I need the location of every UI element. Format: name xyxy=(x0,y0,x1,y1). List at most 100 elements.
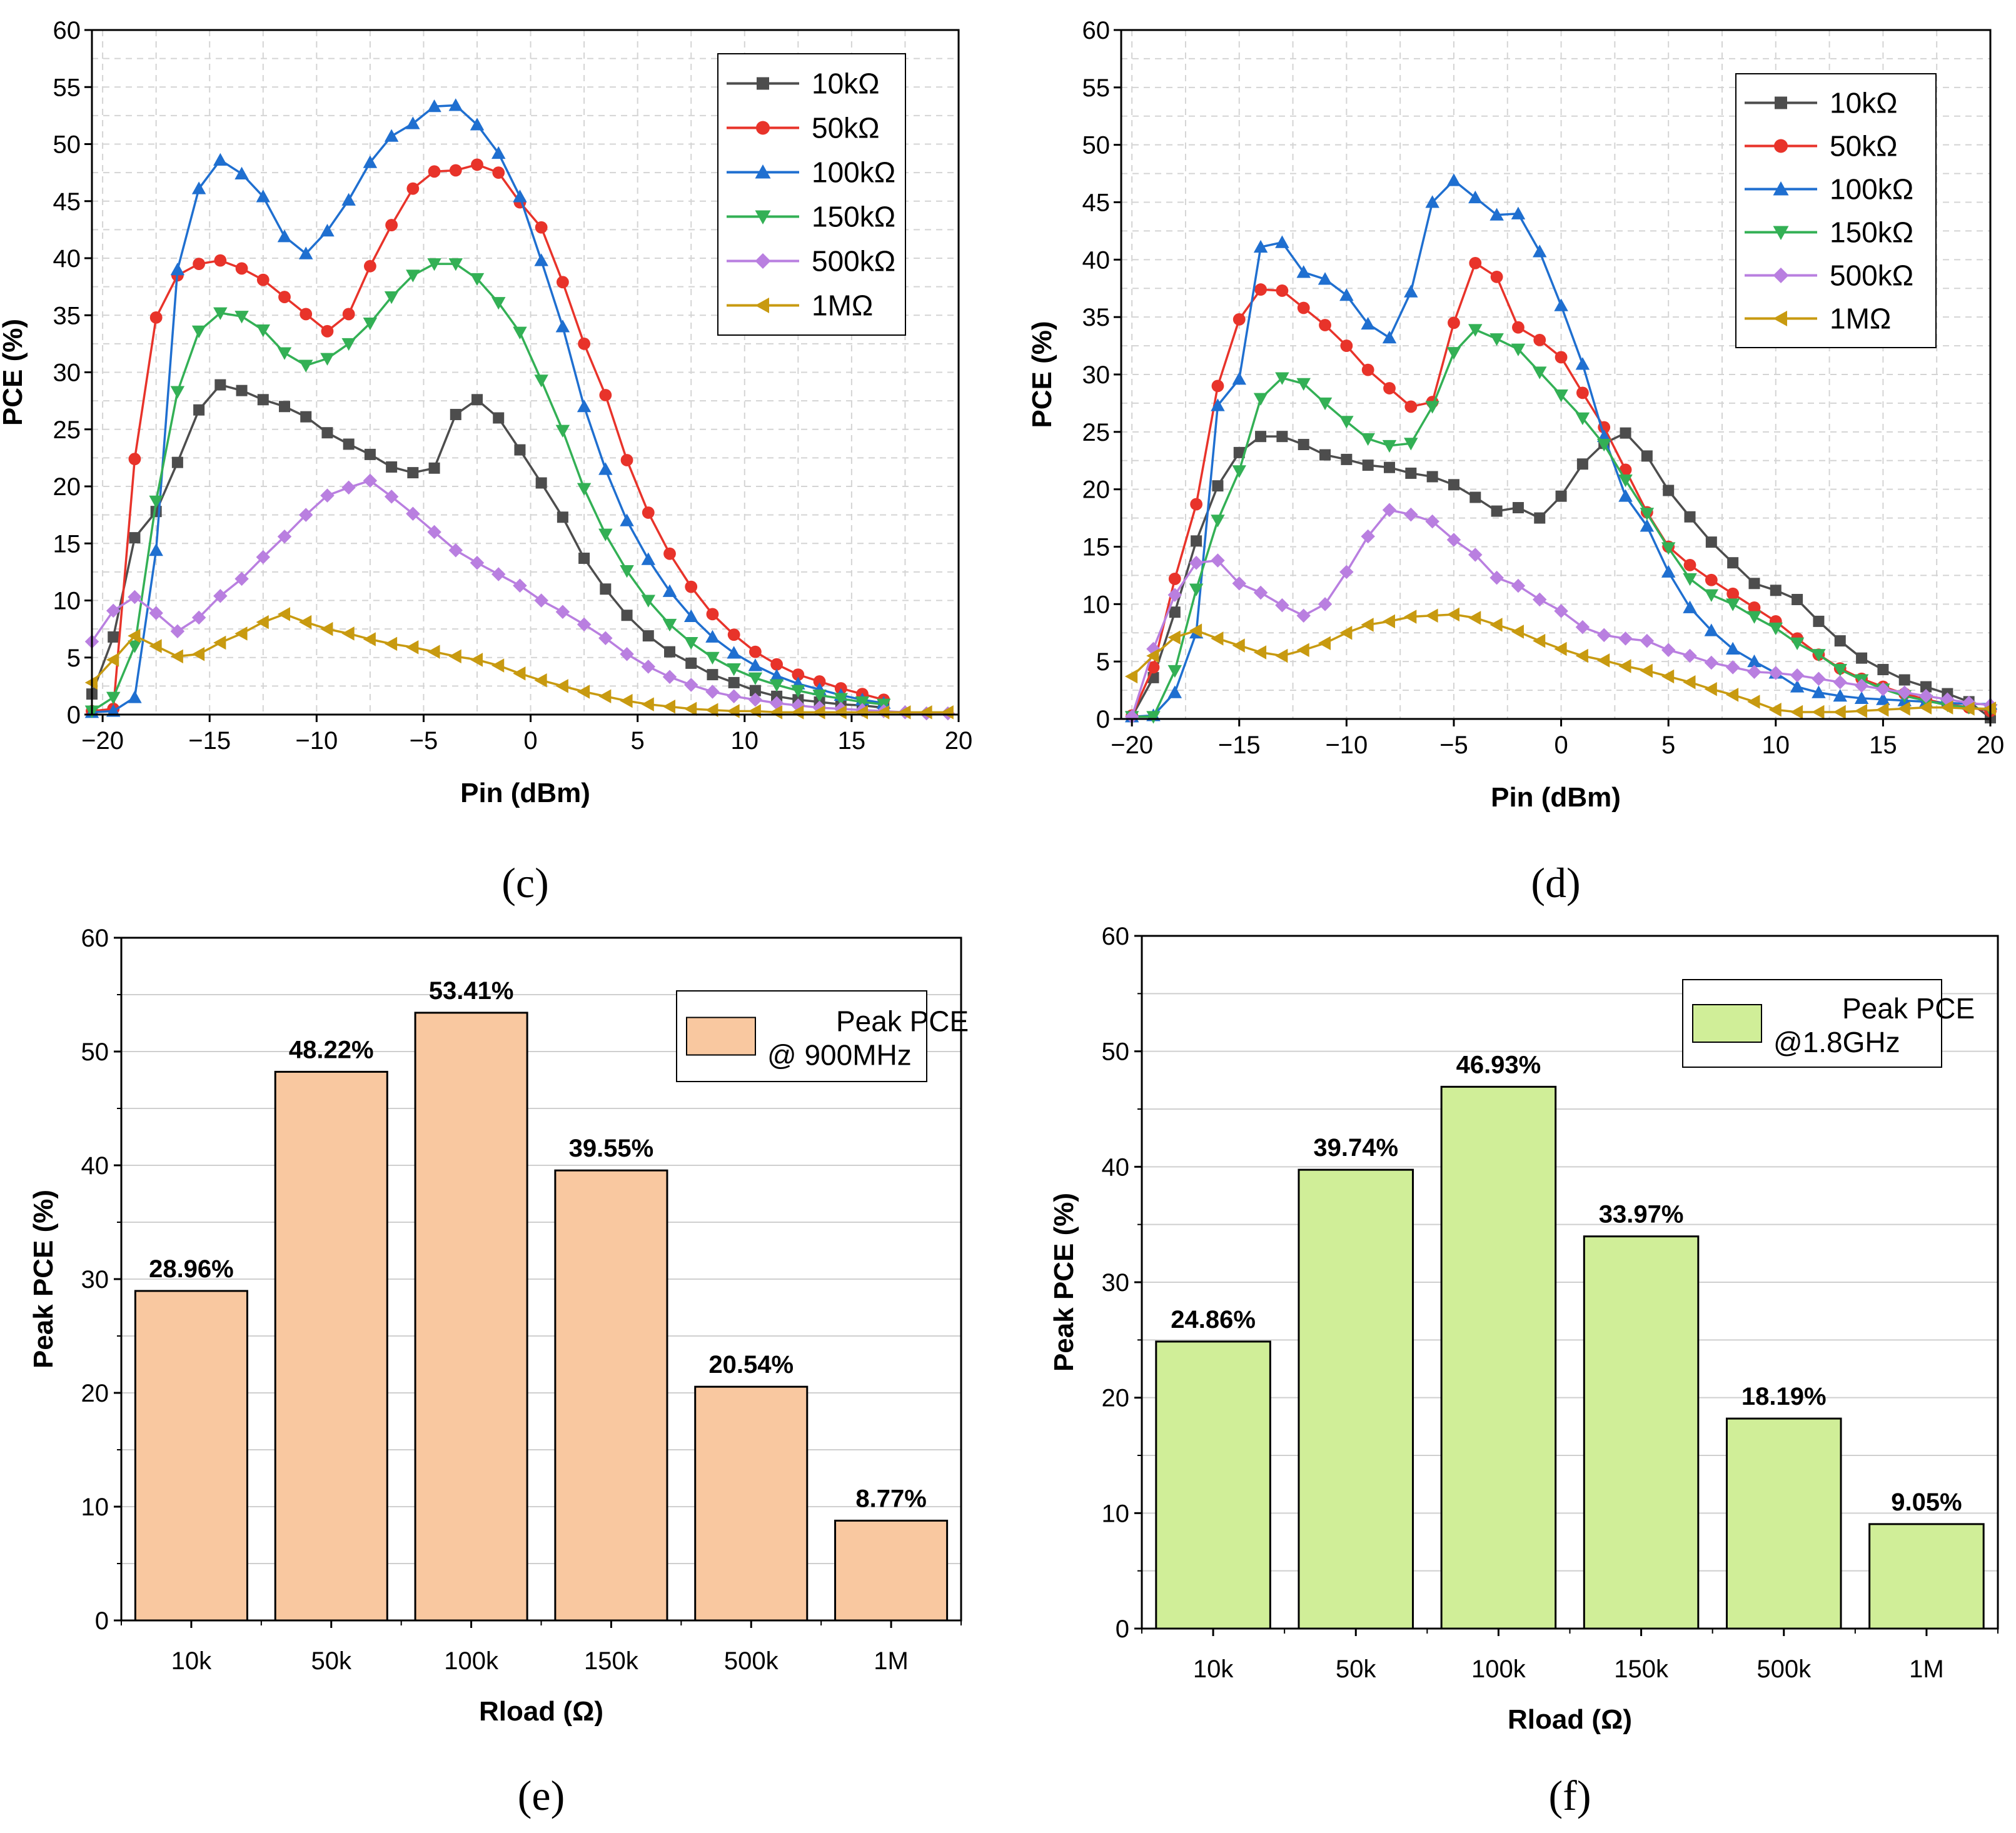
data-point-150k xyxy=(128,640,142,653)
data-point-100k xyxy=(1725,641,1740,655)
x-tick-label: −15 xyxy=(188,727,231,755)
data-point-150k xyxy=(363,318,378,331)
x-tick-label: 10k xyxy=(1193,1655,1234,1683)
data-point-500k xyxy=(234,571,249,586)
data-point-50k xyxy=(235,262,248,275)
data-point-150k xyxy=(1211,515,1225,528)
y-axis-title: Peak PCE (%) xyxy=(1049,1193,1079,1372)
data-point-1M xyxy=(1511,625,1524,639)
y-tick-label: 30 xyxy=(1082,361,1111,389)
data-point-500k xyxy=(384,490,399,504)
data-point-500k xyxy=(1468,548,1483,562)
data-point-150k xyxy=(341,338,356,351)
data-point-500k xyxy=(470,556,485,570)
legend-label-line1: Peak PCE xyxy=(1842,992,1975,1025)
data-point-100k xyxy=(1575,357,1590,370)
x-tick-label: 500k xyxy=(1756,1655,1812,1683)
data-point-50k xyxy=(214,254,227,267)
data-point-50k xyxy=(792,668,805,681)
data-point-50k xyxy=(406,182,420,195)
data-point-150k xyxy=(106,691,121,705)
data-point-150k xyxy=(1275,372,1289,385)
data-point-50k xyxy=(1168,573,1181,585)
data-point-500k xyxy=(1318,597,1333,611)
data-point-50k xyxy=(748,645,762,658)
series-150k xyxy=(84,258,891,718)
y-tick-label: 60 xyxy=(53,17,81,44)
data-point-100k xyxy=(662,584,677,597)
x-tick-label: 15 xyxy=(1869,731,1897,759)
bar-data-label: 28.96% xyxy=(149,1255,234,1283)
legend-marker-500k xyxy=(755,253,771,269)
data-point-500k xyxy=(213,588,228,603)
y-tick-label: 55 xyxy=(53,74,81,101)
x-tick-label: 150k xyxy=(1614,1655,1669,1683)
data-point-500k xyxy=(1167,588,1182,602)
bar-1M xyxy=(834,1519,949,1622)
data-point-50k xyxy=(1319,319,1331,331)
data-point-10k xyxy=(108,631,119,643)
data-point-100k xyxy=(406,116,420,129)
data-point-150k xyxy=(1618,474,1633,488)
x-tick-label: −5 xyxy=(410,727,438,755)
data-point-10k xyxy=(428,462,440,474)
data-point-10k xyxy=(1169,606,1181,618)
data-point-50k xyxy=(535,221,548,234)
data-point-1M xyxy=(641,697,654,711)
data-point-150k xyxy=(1382,439,1397,453)
data-point-100k xyxy=(1425,195,1439,208)
y-tick-label: 20 xyxy=(1082,476,1111,504)
data-point-500k xyxy=(1296,608,1311,623)
data-point-500k xyxy=(1404,507,1418,522)
data-point-1M xyxy=(1211,631,1224,646)
data-point-1M xyxy=(1683,675,1696,690)
data-point-1M xyxy=(1725,688,1739,702)
data-point-50k xyxy=(1576,386,1589,399)
data-point-500k xyxy=(1790,668,1805,683)
data-point-150k xyxy=(1533,366,1547,379)
data-point-100k xyxy=(769,668,784,681)
y-tick-label: 15 xyxy=(1082,534,1111,561)
data-point-100k xyxy=(149,543,163,556)
data-point-100k xyxy=(1318,272,1333,285)
data-point-100k xyxy=(727,646,741,659)
y-tick-label: 50 xyxy=(1082,132,1111,159)
data-point-500k xyxy=(1768,666,1783,680)
data-point-10k xyxy=(1319,449,1331,461)
data-point-1M xyxy=(1124,669,1138,684)
y-tick-label: 20 xyxy=(81,1380,109,1407)
data-point-100k xyxy=(1640,519,1655,532)
legend: 10kΩ 50kΩ 100kΩ 150kΩ 500kΩ 1MΩ xyxy=(1735,73,1937,348)
data-point-150k xyxy=(234,311,249,324)
data-point-150k xyxy=(1833,664,1848,677)
data-point-10k xyxy=(1555,490,1567,502)
data-point-1M xyxy=(598,689,612,704)
legend-label-500k: 500kΩ xyxy=(1830,259,1913,292)
bar-100k xyxy=(1440,1085,1557,1630)
data-point-50k xyxy=(727,628,740,641)
data-point-50k xyxy=(492,166,505,179)
x-tick-label: 1M xyxy=(874,1647,909,1675)
data-point-10k xyxy=(1748,578,1760,590)
data-point-1M xyxy=(427,645,440,659)
data-point-1M xyxy=(1468,611,1481,625)
y-tick-label: 45 xyxy=(1082,189,1111,217)
data-point-150k xyxy=(320,353,335,366)
bar-150k xyxy=(1583,1235,1700,1630)
data-point-100k xyxy=(491,146,506,159)
data-point-500k xyxy=(1812,671,1826,686)
data-point-1M xyxy=(577,685,590,699)
data-point-1M xyxy=(298,615,312,630)
data-point-500k xyxy=(1511,578,1526,593)
panel-label: (e) xyxy=(518,1772,565,1819)
line-chart-d: −20 −15 −10 −5 0 5 10 15 20 0 5 10 15 20 25 30 35 40 45 50 5… xyxy=(1027,17,2004,906)
x-tick-label: −20 xyxy=(81,727,124,755)
data-point-100k xyxy=(1211,398,1225,411)
bar-500k xyxy=(694,1385,809,1622)
data-point-100k xyxy=(341,193,356,206)
legend-marker-50k xyxy=(756,121,770,135)
data-point-150k xyxy=(683,637,698,650)
legend: 10kΩ 50kΩ 100kΩ 150kΩ 500kΩ 1MΩ xyxy=(717,53,906,336)
y-tick-label: 40 xyxy=(1102,1153,1130,1181)
data-point-150k xyxy=(834,693,849,706)
